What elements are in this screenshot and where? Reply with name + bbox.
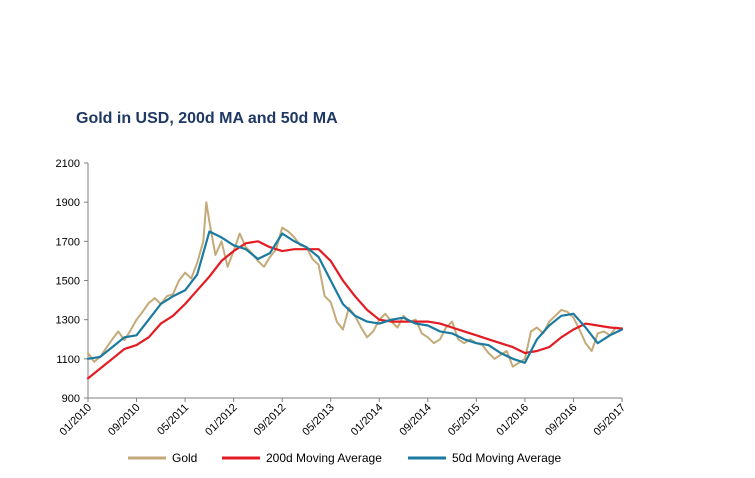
x-tick-label: 09/2014 <box>397 402 434 439</box>
series-line-200d-moving-average <box>86 240 624 380</box>
x-tick-label: 09/2010 <box>106 402 143 439</box>
y-tick-label: 1300 <box>56 315 80 327</box>
y-tick-label: 1900 <box>56 197 80 209</box>
y-tick-label: 1700 <box>56 236 80 248</box>
x-tick-label: 05/2017 <box>592 402 629 439</box>
x-tick-label: 05/2015 <box>446 402 483 439</box>
series-line-50d-moving-average <box>86 230 624 364</box>
series-line-gold <box>87 201 623 368</box>
legend-label: 50d Moving Average <box>452 451 562 465</box>
x-tick-label: 09/2012 <box>252 402 289 439</box>
y-tick-label: 1100 <box>56 354 80 366</box>
plot-area: 900 1100 1300 1500 1700 1900 2100 01/2010 09/201… <box>56 158 629 465</box>
y-tick-label: 2100 <box>56 158 80 170</box>
x-tick-label: 01/2012 <box>203 402 240 439</box>
y-tick-label: 900 <box>62 393 80 405</box>
x-tick-label: 05/2011 <box>155 402 191 438</box>
y-tick-label: 1500 <box>56 276 80 288</box>
legend-label: Gold <box>172 451 197 465</box>
legend-label: 200d Moving Average <box>266 451 382 465</box>
x-tick-label: 01/2014 <box>349 402 386 439</box>
x-tick-label: 05/2013 <box>300 402 337 439</box>
x-tick-label: 01/2010 <box>58 402 95 439</box>
chart-title: Gold in USD, 200d MA and 50d MA <box>76 110 338 127</box>
x-tick-label: 01/2016 <box>494 402 531 439</box>
x-tick-label: 09/2016 <box>543 402 580 439</box>
